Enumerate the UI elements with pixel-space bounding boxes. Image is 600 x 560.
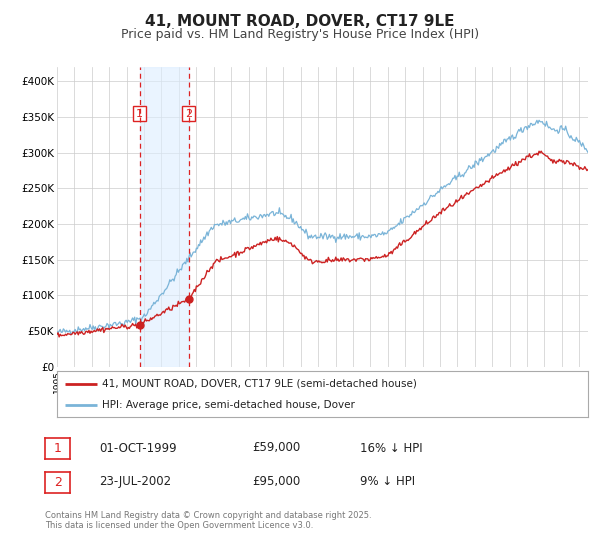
- Text: 9% ↓ HPI: 9% ↓ HPI: [360, 475, 415, 488]
- Text: 16% ↓ HPI: 16% ↓ HPI: [360, 441, 422, 455]
- Text: 1: 1: [136, 109, 143, 119]
- Text: 41, MOUNT ROAD, DOVER, CT17 9LE: 41, MOUNT ROAD, DOVER, CT17 9LE: [145, 14, 455, 29]
- Text: £95,000: £95,000: [252, 475, 300, 488]
- Text: 2: 2: [185, 109, 192, 119]
- Bar: [140, 67, 188, 367]
- Text: Price paid vs. HM Land Registry's House Price Index (HPI): Price paid vs. HM Land Registry's House …: [121, 28, 479, 41]
- Text: HPI: Average price, semi-detached house, Dover: HPI: Average price, semi-detached house,…: [102, 400, 355, 410]
- Text: 41, MOUNT ROAD, DOVER, CT17 9LE (semi-detached house): 41, MOUNT ROAD, DOVER, CT17 9LE (semi-de…: [102, 379, 417, 389]
- Text: Contains HM Land Registry data © Crown copyright and database right 2025.
This d: Contains HM Land Registry data © Crown c…: [45, 511, 371, 530]
- Text: 01-OCT-1999: 01-OCT-1999: [99, 441, 176, 455]
- Text: 1: 1: [53, 442, 62, 455]
- Text: 2: 2: [53, 475, 62, 489]
- Text: 23-JUL-2002: 23-JUL-2002: [99, 475, 171, 488]
- Text: £59,000: £59,000: [252, 441, 300, 455]
